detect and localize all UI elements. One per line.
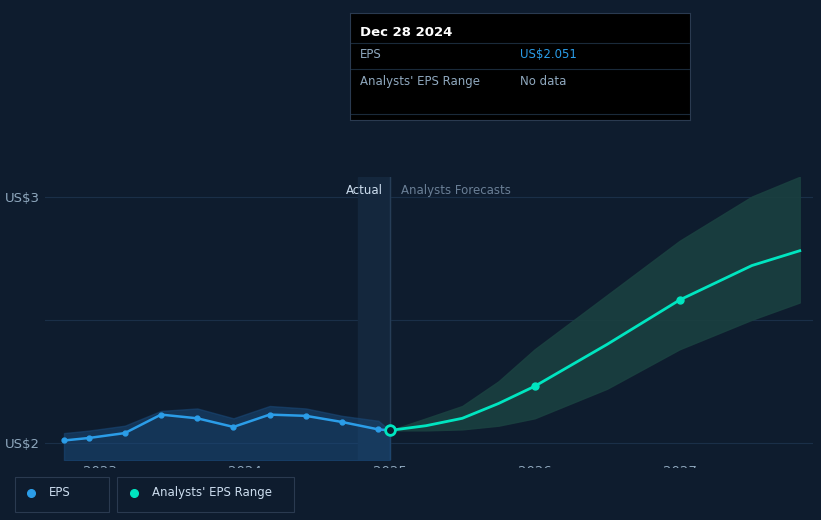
Text: Analysts Forecasts: Analysts Forecasts (401, 184, 511, 197)
Text: EPS: EPS (49, 487, 71, 499)
Text: Actual: Actual (346, 184, 383, 197)
Bar (358, 177, 390, 460)
Text: Analysts' EPS Range: Analysts' EPS Range (152, 487, 272, 499)
Text: Analysts' EPS Range: Analysts' EPS Range (360, 75, 480, 88)
Text: US$2.051: US$2.051 (521, 48, 577, 61)
Text: No data: No data (521, 75, 566, 88)
Bar (15, 477, 109, 512)
Text: Dec 28 2024: Dec 28 2024 (360, 26, 452, 39)
Text: EPS: EPS (360, 48, 382, 61)
Bar (117, 477, 294, 512)
